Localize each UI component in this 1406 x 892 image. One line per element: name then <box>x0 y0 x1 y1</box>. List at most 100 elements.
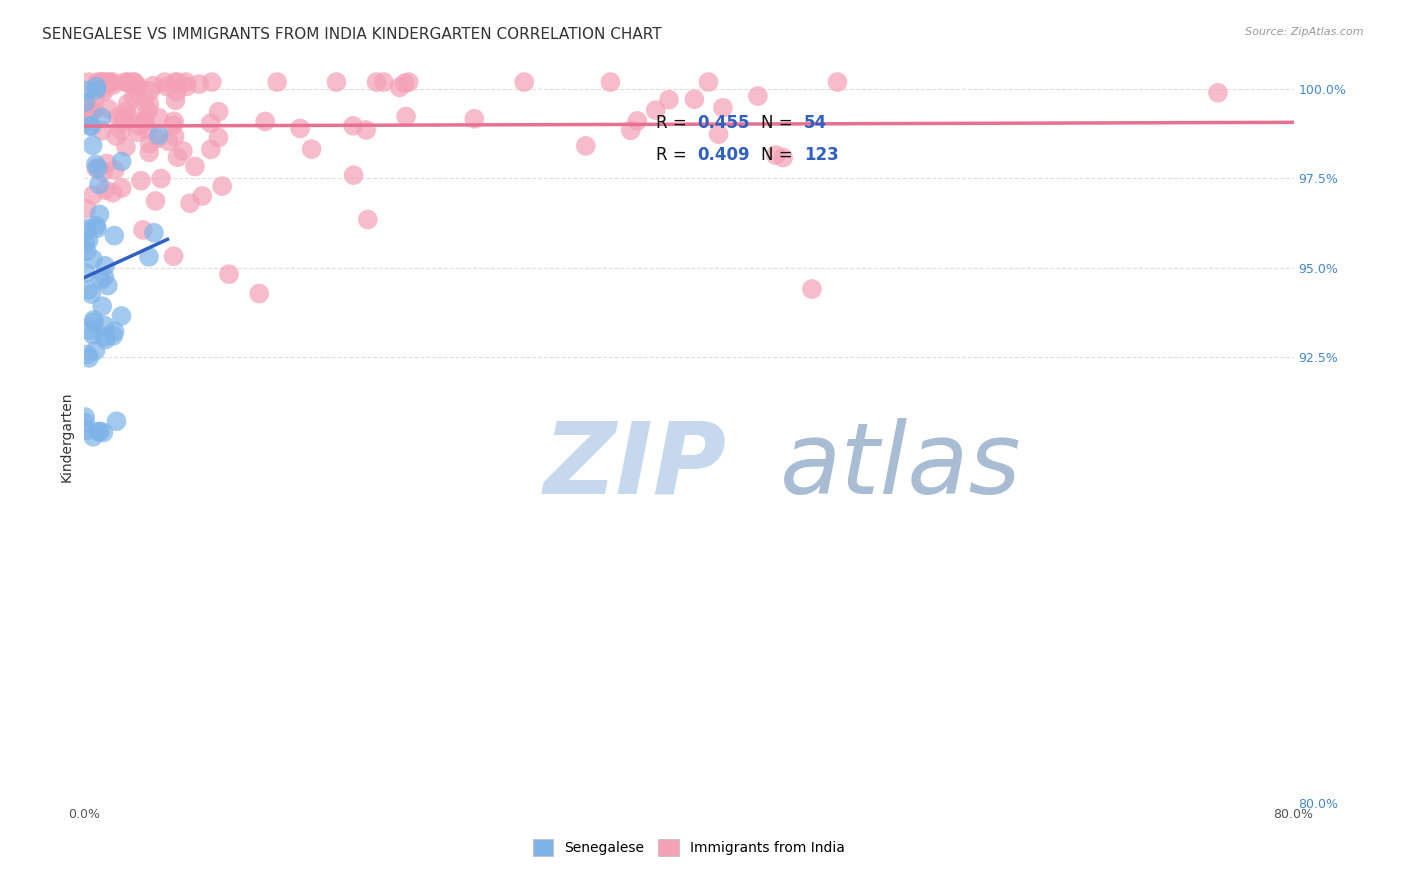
Point <box>75 224 97 238</box>
Point <box>697 75 720 89</box>
Text: R =: R = <box>657 113 692 131</box>
Point <box>77 351 100 365</box>
Point <box>166 85 188 99</box>
Point <box>98 75 121 89</box>
Point <box>89 207 111 221</box>
Point <box>184 160 207 174</box>
Point <box>101 186 124 200</box>
Point <box>93 85 115 99</box>
Y-axis label: Kindergarten: Kindergarten <box>60 392 75 483</box>
Point <box>91 425 114 440</box>
Point <box>83 103 105 117</box>
Point <box>148 128 170 143</box>
Point <box>146 131 169 145</box>
Point <box>76 202 98 216</box>
Point <box>84 219 107 233</box>
Point <box>142 78 165 93</box>
Point <box>163 129 186 144</box>
Point <box>200 116 222 130</box>
Point <box>93 318 115 333</box>
Point <box>84 343 107 358</box>
Point <box>105 129 128 144</box>
Point <box>86 75 108 89</box>
Point <box>115 140 138 154</box>
Point <box>110 154 132 169</box>
Point <box>153 75 176 89</box>
Text: atlas: atlas <box>780 417 1021 515</box>
Point <box>87 178 110 192</box>
Point <box>84 161 107 176</box>
Point <box>325 75 347 89</box>
Point <box>127 83 149 97</box>
Point <box>165 75 187 89</box>
Point <box>747 89 769 103</box>
Point <box>90 273 112 287</box>
Point <box>683 92 706 106</box>
Point <box>800 282 823 296</box>
Text: R =: R = <box>657 146 692 164</box>
Point <box>148 111 170 125</box>
Point <box>110 124 132 138</box>
Point <box>179 196 201 211</box>
Point <box>76 114 98 128</box>
Point <box>75 236 97 251</box>
Point <box>707 127 730 141</box>
Point <box>117 96 139 111</box>
Point <box>118 111 141 125</box>
Point <box>93 329 115 343</box>
Point <box>354 123 377 137</box>
Point <box>342 119 364 133</box>
Point <box>84 157 107 171</box>
Point <box>103 325 125 339</box>
Point <box>77 283 100 297</box>
Point <box>111 115 134 129</box>
Point <box>165 93 187 107</box>
Point <box>395 110 418 124</box>
Point <box>96 75 118 89</box>
Point <box>97 278 120 293</box>
Point <box>513 75 536 89</box>
Point <box>79 323 101 337</box>
Point <box>75 416 97 430</box>
Point <box>463 112 485 126</box>
Point <box>211 179 233 194</box>
Point <box>599 75 621 89</box>
Point <box>388 80 411 95</box>
Point <box>112 112 135 126</box>
Point <box>136 104 159 119</box>
Point <box>75 95 97 110</box>
Point <box>398 75 420 89</box>
Text: 123: 123 <box>804 146 838 164</box>
Point <box>366 75 388 89</box>
Point <box>176 79 198 94</box>
Point <box>90 111 112 125</box>
Point <box>207 130 229 145</box>
Point <box>343 168 366 182</box>
Legend: Senegalese, Immigrants from India: Senegalese, Immigrants from India <box>527 834 851 862</box>
Point <box>103 78 125 92</box>
Point <box>1206 86 1229 100</box>
Point <box>91 123 114 137</box>
Point <box>127 125 149 139</box>
Text: N =: N = <box>762 146 799 164</box>
Point <box>711 101 734 115</box>
Point <box>82 327 104 342</box>
Point <box>91 299 114 313</box>
Point <box>644 103 666 117</box>
Point <box>765 148 787 162</box>
Point <box>150 171 173 186</box>
Point <box>103 228 125 243</box>
Point <box>101 75 124 89</box>
Point <box>77 75 100 89</box>
Text: 54: 54 <box>804 113 827 131</box>
Point <box>201 75 224 89</box>
Point <box>79 106 101 120</box>
Point <box>132 114 155 128</box>
Text: 0.409: 0.409 <box>697 146 749 164</box>
Point <box>162 119 184 133</box>
Point <box>117 76 139 90</box>
Point <box>87 425 110 439</box>
Point <box>94 183 117 197</box>
Point <box>394 76 416 90</box>
Point <box>103 328 125 343</box>
